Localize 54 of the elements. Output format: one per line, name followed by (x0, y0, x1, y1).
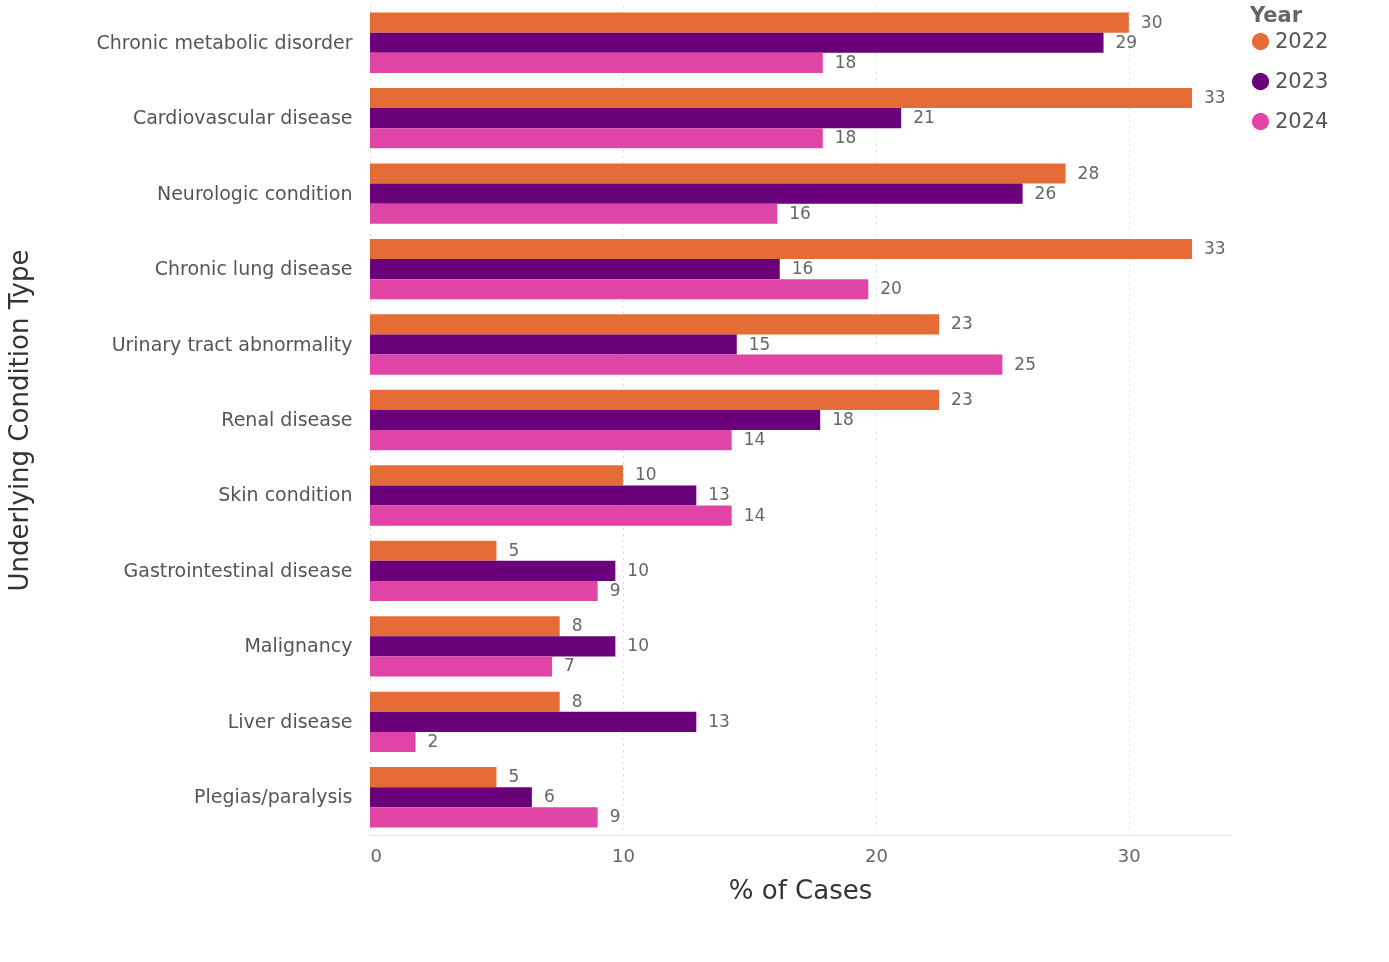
data-label: 28 (1077, 162, 1100, 183)
data-label: 13 (708, 484, 730, 505)
x-tick-label: 0 (370, 844, 382, 866)
data-label: 8 (571, 690, 583, 711)
data-label: 13 (708, 710, 730, 731)
data-label: 18 (832, 409, 854, 429)
data-label: 7 (564, 655, 575, 676)
legend-label: 2023 (1275, 68, 1329, 93)
data-label: 21 (913, 107, 935, 128)
data-label: 10 (627, 559, 649, 580)
data-label: 16 (789, 202, 811, 223)
y-axis-title: Underlying Condition Type (3, 249, 34, 592)
data-label: 6 (543, 786, 555, 807)
y-tick-label: Gastrointestinal disease (123, 558, 353, 581)
data-label: 30 (1140, 11, 1163, 32)
data-label: 26 (1034, 182, 1057, 203)
data-label: 14 (743, 504, 766, 525)
legend-label: 2024 (1275, 108, 1329, 133)
data-label: 5 (508, 539, 520, 560)
y-tick-label: Chronic metabolic disorder (96, 30, 353, 53)
x-axis-title: % of Cases (728, 874, 873, 905)
x-tick-label: 30 (1117, 844, 1141, 866)
y-tick-label: Malignancy (244, 634, 353, 657)
data-label: 25 (1014, 353, 1036, 374)
data-label: 18 (834, 51, 857, 72)
data-label: 9 (609, 580, 621, 601)
y-tick-label: Skin condition (218, 483, 353, 506)
y-tick-label: Neurologic condition (156, 181, 353, 204)
data-label: 2 (427, 730, 439, 751)
data-label: 16 (791, 258, 814, 279)
data-label: 23 (951, 313, 973, 334)
data-label: 9 (609, 806, 621, 827)
data-label: 5 (508, 766, 520, 787)
data-label: 23 (951, 388, 973, 409)
y-tick-label: Cardiovascular disease (132, 106, 353, 129)
data-label: 29 (1115, 31, 1138, 52)
data-label: 33 (1204, 87, 1226, 108)
y-tick-label: Liver disease (227, 709, 353, 732)
legend-label: 2022 (1275, 28, 1329, 53)
data-label: 10 (634, 464, 657, 485)
data-label: 15 (748, 333, 771, 354)
data-label: 14 (743, 429, 766, 450)
x-tick-label: 20 (864, 844, 888, 866)
x-tick-label: 10 (611, 844, 635, 866)
y-tick-label: Urinary tract abnormality (111, 332, 353, 355)
data-label: 18 (834, 127, 857, 148)
data-label: 33 (1204, 237, 1226, 258)
data-label: 20 (880, 278, 902, 299)
data-label: 8 (571, 615, 583, 636)
y-tick-label: Chronic lung disease (154, 257, 353, 280)
legend-title: Year (1249, 3, 1303, 27)
y-tick-label: Plegias/paralysis (194, 785, 353, 808)
data-label: 10 (627, 635, 649, 656)
y-tick-label: Renal disease (221, 408, 353, 430)
